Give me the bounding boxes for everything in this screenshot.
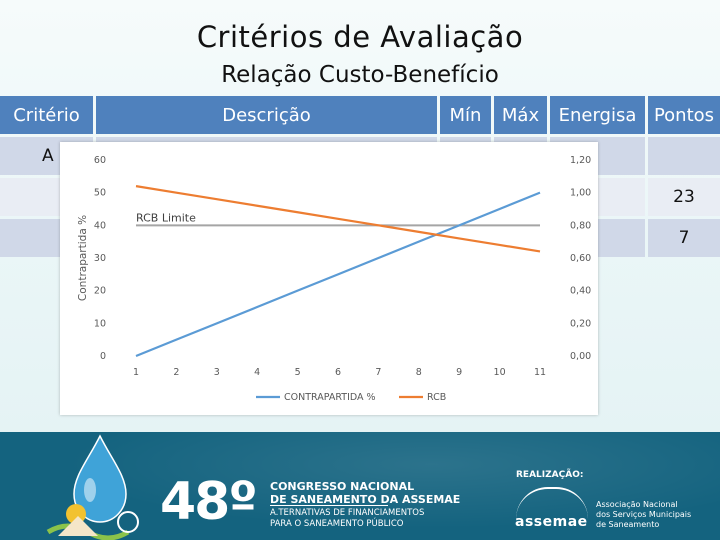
- assemae-wordmark: assemae: [515, 514, 588, 530]
- y-left-tick-label: 60: [94, 155, 106, 166]
- header-max: Máx: [494, 96, 547, 134]
- legend-label: RCB: [427, 392, 446, 403]
- y-right-tick-label: 1,20: [570, 155, 591, 166]
- cell-pontos: [648, 137, 720, 175]
- y-left-tick-label: 0: [100, 351, 106, 362]
- x-tick-label: 5: [295, 367, 301, 378]
- rcb-limit-label: RCB Limite: [136, 211, 196, 224]
- congress-divider: [270, 505, 388, 506]
- series-line-rcb: [135, 185, 541, 253]
- x-tick-label: 8: [416, 367, 422, 378]
- realizacao-label: REALIZAÇÃO:: [516, 470, 584, 480]
- congress-theme-line1: A.TERNATIVAS DE FINANCIAMENTOS: [270, 508, 425, 518]
- y-right-tick-label: 1,00: [570, 188, 591, 199]
- y-left-tick-label: 50: [94, 188, 106, 199]
- congress-name-line1: CONGRESSO NACIONAL: [270, 480, 415, 493]
- y-left-tick-label: 30: [94, 253, 106, 264]
- x-tick-label: 4: [254, 367, 260, 378]
- x-tick-label: 3: [214, 367, 220, 378]
- congress-number: 48º: [160, 472, 258, 532]
- header-descricao: Descrição: [96, 96, 437, 134]
- slide-title: Critérios de Avaliação: [196, 20, 524, 54]
- y-left-tick-label: 10: [94, 318, 106, 329]
- congress-logo-icon: [46, 434, 139, 540]
- y-left-tick-label: 40: [94, 220, 106, 231]
- y-right-tick-label: 0,20: [570, 318, 591, 329]
- x-tick-label: 7: [375, 367, 381, 378]
- line-chart: 0 10 20 30 40 50 60 0,00 0,20 0,40 0,60 0,80 1,00 1,2…: [77, 155, 598, 403]
- header-criterio: Critério: [0, 96, 93, 134]
- header-energisa: Energisa: [550, 96, 645, 134]
- congress-theme-line2: PARA O SANEAMENTO PÚBLICO: [270, 519, 404, 529]
- y-right-axis-label: RCB: [597, 247, 598, 268]
- x-tick-label: 6: [335, 367, 341, 378]
- cell-pontos: 23: [648, 178, 720, 216]
- header-pontos: Pontos: [648, 96, 720, 134]
- y-right-tick-label: 0,80: [570, 220, 591, 231]
- series-line-contrapartida-: [135, 191, 541, 358]
- y-right-tick-label: 0,00: [570, 351, 591, 362]
- y-right-tick-label: 0,40: [570, 286, 591, 297]
- assoc-line3: de Saneamento: [596, 520, 660, 529]
- x-tick-label: 11: [534, 367, 546, 378]
- congress-name-line2: DE SANEAMENTO DA ASSEMAE: [270, 493, 461, 506]
- legend-label: CONTRAPARTIDA %: [284, 392, 376, 403]
- cell-pontos: 7: [648, 219, 720, 257]
- assemae-logo-icon: [516, 487, 588, 519]
- chart-card: 0 10 20 30 40 50 60 0,00 0,20 0,40 0,60 0,80 1,00 1,2…: [60, 142, 598, 415]
- y-left-tick-label: 20: [94, 286, 106, 297]
- x-tick-label: 1: [133, 367, 139, 378]
- assoc-line1: Associação Nacional: [596, 500, 678, 509]
- y-right-tick-label: 0,60: [570, 253, 591, 264]
- assoc-line2: dos Serviços Municipais: [596, 510, 692, 519]
- header-min: Mín: [440, 96, 491, 134]
- footer-banner: [0, 432, 720, 540]
- y-left-axis-label: Contrapartida %: [77, 215, 89, 301]
- x-tick-label: 9: [456, 367, 462, 378]
- slide-subtitle: Relação Custo-Benefício: [221, 62, 499, 88]
- x-tick-label: 2: [173, 367, 179, 378]
- x-tick-label: 10: [494, 367, 506, 378]
